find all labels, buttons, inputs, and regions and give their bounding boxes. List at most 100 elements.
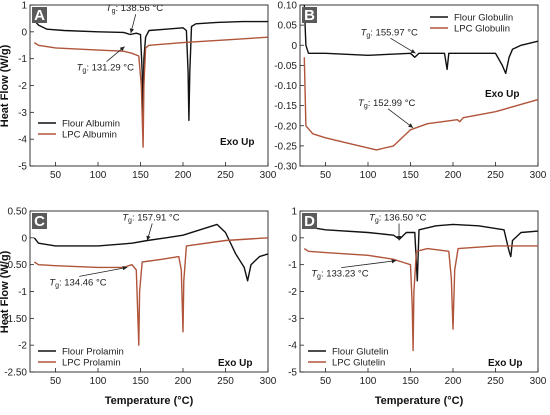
y-tick-label: -3 [288,314,297,325]
tg-arrow-head [129,28,134,34]
y-tick-label: -0.30 [274,162,297,173]
y-tick-label: 0.05 [278,21,298,32]
y-tick-label: 1 [21,1,27,12]
y-tick-label: 0 [291,41,297,52]
series-line-flour-prolamin [33,223,269,282]
y-tick-label: 0.10 [278,1,298,12]
x-tick-label: 50 [320,170,332,181]
x-tick-label: 250 [217,170,234,181]
y-tick-label: -0.50 [4,260,27,271]
tg-arrow-head [146,235,151,241]
tg-arrow-head [119,46,125,52]
exo-up-label: Exo Up [488,358,522,369]
tg-annotation: Tg: 138.56 °C [106,3,163,15]
panel-c: 50 100 150 200 250 300 0.50 0 -0.50 -1 -1.50 -2 -2.5… [4,207,277,388]
legend-entry: LPC Globulin [454,24,510,35]
tg-annotation: Tg: 157.91 °C [122,213,179,225]
panel-b: 50 100 150 200 250 300 0.10 0.05 0 -0.05 -0.10 -0.1… [274,1,547,182]
x-tick-label: 200 [175,376,192,387]
legend-entry: LPC Albumin [62,130,117,141]
tg-arrow [387,108,414,129]
exo-up-label: Exo Up [218,358,252,369]
y-tick-label: -3 [18,108,27,119]
x-tick-label: 50 [50,376,62,387]
panel-letter-badge [302,7,317,23]
series-line-flour-globulin [303,4,539,75]
tg-annotation: Tg: 131.29 °C [77,63,134,75]
y-tick-label: -2 [18,81,27,92]
y-tick-label: 0 [291,233,297,244]
legend-entry: Flour Albumin [62,119,120,130]
tg-arrow-head [122,266,128,271]
y-tick-label: -0.05 [274,61,297,72]
legend-entry: LPC Prolamin [62,358,121,369]
series-line-lpc-prolamin [33,237,269,346]
y-tick-label: -2 [18,341,27,352]
x-tick-label: 150 [402,376,419,387]
y-tick-label: -0.10 [274,81,297,92]
tg-annotation: Tg: 152.99 °C [358,98,415,110]
x-tick-label: 100 [90,376,107,387]
series-line-lpc-albumin [33,36,269,148]
series-line-flour-glutelin [303,221,539,282]
y-tick-label: -4 [18,135,27,146]
y-tick-label: -1.50 [4,314,27,325]
tg-arrow [79,266,128,277]
x-tick-label: 200 [445,170,462,181]
x-tick-label: 150 [132,170,149,181]
panel-letter: D [304,213,315,230]
x-tick-label: 100 [90,170,107,181]
x-tick-label: 100 [360,170,377,181]
x-tick-label: 50 [320,376,332,387]
x-tick-label: 300 [530,376,547,387]
x-tick-label: 150 [132,376,149,387]
tg-annotation: Tg: 134.46 °C [49,277,106,289]
panel-a: 50 100 150 200 250 300 1 0 -1 -2 -3 -4 -5 A Tg: 138.56… [18,1,277,182]
x-tick-label: 150 [402,170,419,181]
tg-arrow-head [408,123,414,128]
tg-annotation: Tg: 136.50 °C [369,213,426,225]
panel-letter-badge [32,7,47,23]
series-line-lpc-globulin [303,57,539,151]
y-tick-label: -0.20 [274,121,297,132]
x-tick-label: 300 [260,376,277,387]
y-tick-label: 0 [21,27,27,38]
x-tick-label: 200 [175,170,192,181]
y-tick-label: 1 [291,207,297,218]
panel-letter: C [34,213,45,230]
x-tick-label: 250 [487,376,504,387]
legend-entry: LPC Glutelin [332,358,385,369]
series-line-lpc-glutelin [303,245,538,352]
panel-letter-badge [302,213,317,229]
y-tick-label: -0.15 [274,101,297,112]
tg-arrow [390,37,416,54]
panel-letter-badge [32,213,47,229]
y-tick-label: -5 [18,162,27,173]
series-line-flour-albumin [33,12,268,122]
y-tick-label: -4 [288,341,297,352]
panel-d: 50 100 150 200 250 300 1 0 -1 -2 -3 -4 -5 D Tg: 136.50… [288,207,547,388]
y-tick-label: -1 [288,260,297,271]
y-tick-label: -1 [18,287,27,298]
y-tick-label: 0.50 [8,207,28,218]
x-tick-label: 250 [217,376,234,387]
x-axis-title: Temperature (°C) [105,395,194,407]
y-axis-title: Heat Flow (W/g) [0,44,11,127]
tg-annotation: Tg: 133.23 °C [311,269,368,281]
tg-arrow-head [410,49,416,54]
tg-arrow [341,260,397,269]
y-tick-label: -0.25 [274,141,297,152]
y-axis-title: Heat Flow (W/g) [0,250,11,333]
tg-annotation: Tg: 155.97 °C [361,27,418,39]
x-tick-label: 300 [530,170,547,181]
x-tick-label: 250 [487,170,504,181]
panel-letter: A [34,7,45,24]
x-tick-label: 50 [50,170,62,181]
y-tick-label: -1 [18,54,27,65]
legend-entry: Flour Globulin [454,13,513,24]
y-tick-label: 0 [21,233,27,244]
y-tick-label: -2.50 [4,368,27,379]
legend-entry: Flour Prolamin [62,347,124,358]
y-tick-label: -2 [288,287,297,298]
